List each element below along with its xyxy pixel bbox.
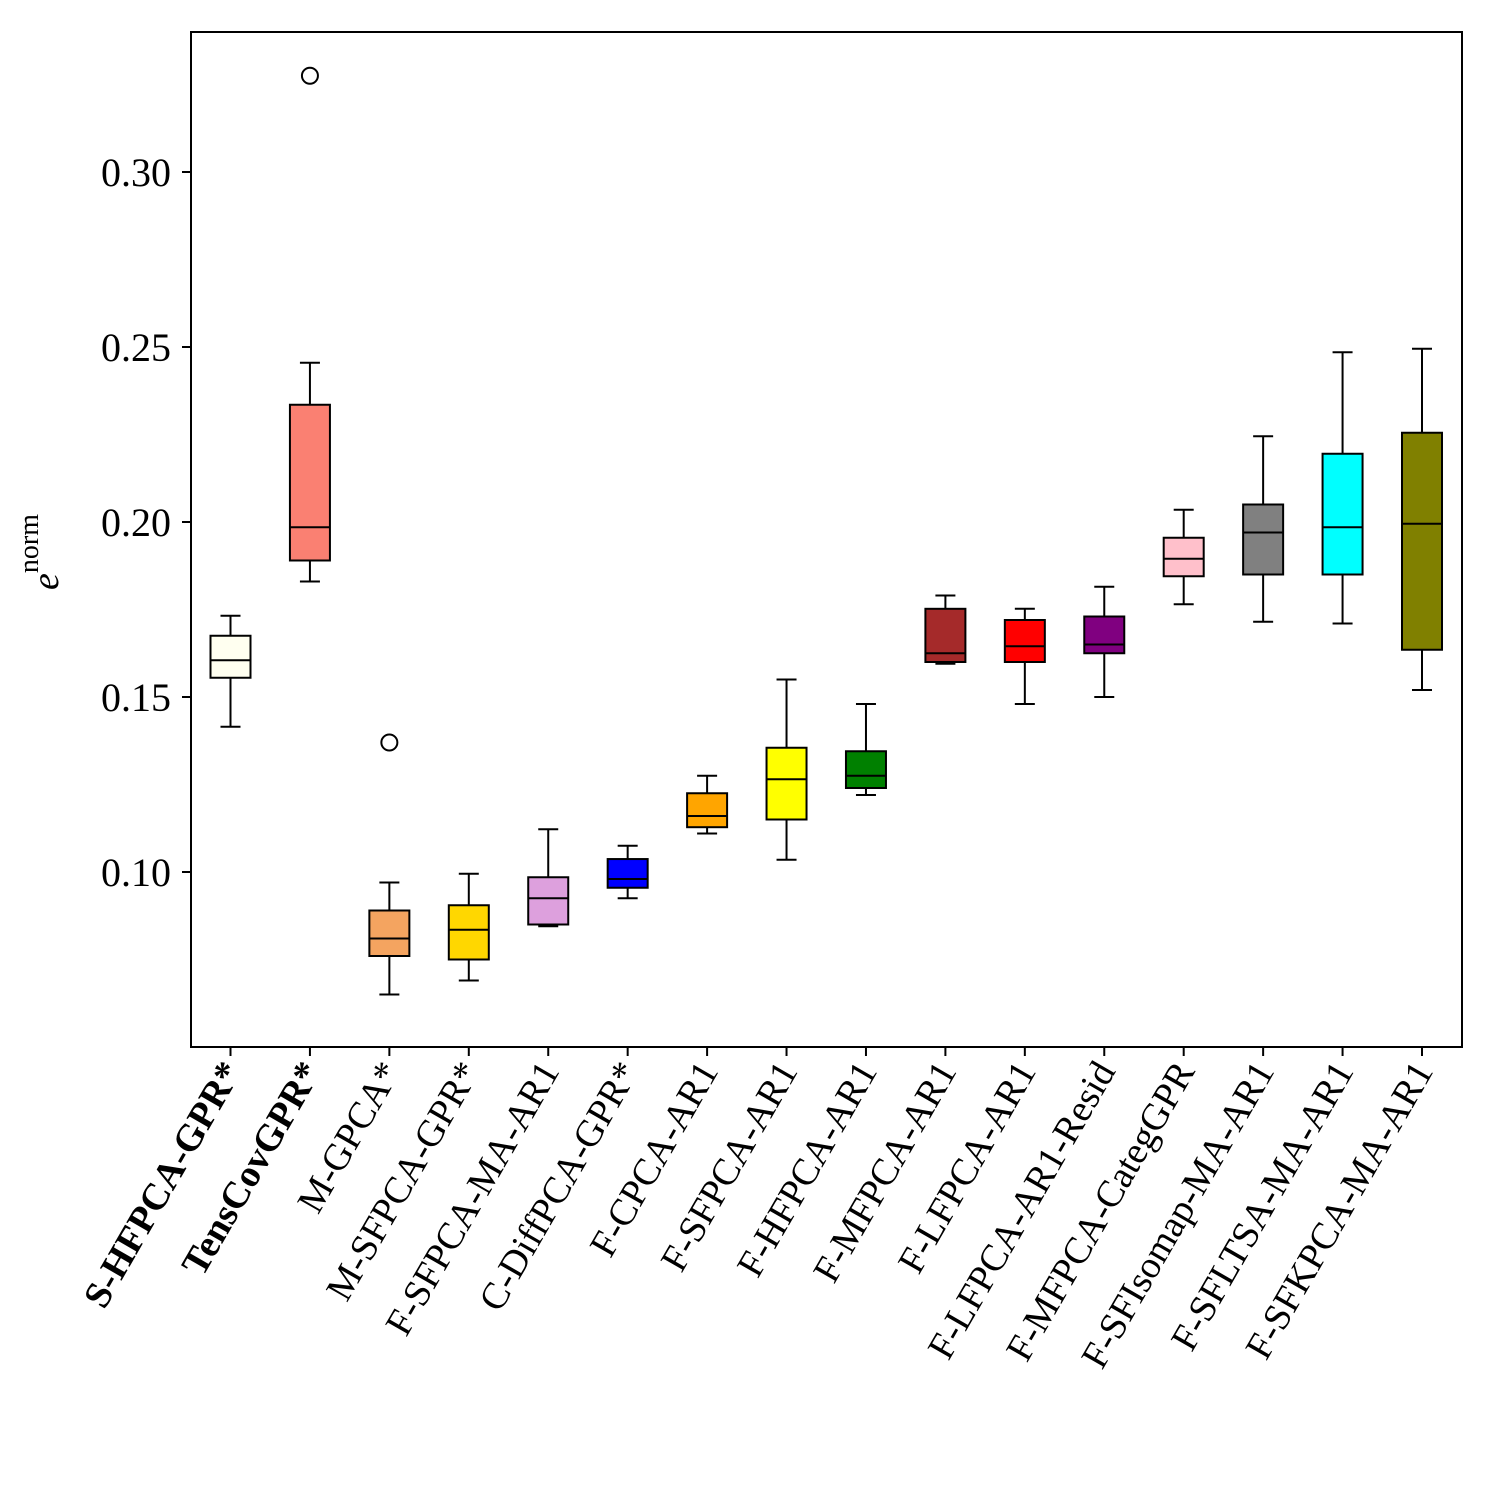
box-body <box>1242 503 1285 576</box>
box-body <box>368 909 411 957</box>
box-body <box>686 792 729 829</box>
box-body <box>1162 536 1205 578</box>
box-f-sfpca-ma-ar1 <box>527 828 570 928</box>
y-tick-layer: 0.10 0.15 0.20 0.25 0.30 <box>101 150 191 895</box>
box-body <box>447 904 490 961</box>
y-tick-label: 0.15 <box>101 675 171 720</box>
box-m-sfpca-gpr- <box>447 872 490 982</box>
box-body <box>1003 619 1046 663</box>
y-tick-label: 0.20 <box>101 500 171 545</box>
box-m-gpca- <box>368 733 411 996</box>
box-f-sfpca-ar1 <box>765 678 808 861</box>
box-f-lfpca-ar1-resid <box>1083 585 1126 698</box>
y-tick-label: 0.30 <box>101 150 171 195</box>
box-f-mfpca-ar1 <box>924 594 967 665</box>
plot-frame <box>190 31 1463 1048</box>
y-tick-label: 0.25 <box>101 325 171 370</box>
box-layer <box>209 66 1443 996</box>
y-tick-label: 0.10 <box>101 850 171 895</box>
y-axis-label: enorm <box>14 514 67 590</box>
box-f-cpca-ar1 <box>686 774 729 835</box>
box-body <box>765 746 808 821</box>
box-body <box>844 750 887 789</box>
box-c-diffpca-gpr- <box>606 844 649 900</box>
box-f-sfkpca-ma-ar1 <box>1401 347 1443 691</box>
box-body <box>527 876 570 926</box>
y-axis-label-base: e <box>25 573 67 590</box>
box-s-hfpca-gpr- <box>209 614 252 728</box>
box-body <box>1321 452 1364 576</box>
box-f-sfisomap-ma-ar1 <box>1242 435 1285 623</box>
box-tenscovgpr- <box>288 66 331 583</box>
box-body <box>288 403 331 562</box>
box-body <box>1401 431 1443 651</box>
box-body <box>209 634 252 679</box>
box-f-sfltsa-ma-ar1 <box>1321 351 1364 625</box>
box-body <box>1083 615 1126 655</box>
box-f-lfpca-ar1 <box>1003 607 1046 705</box>
outlier-point <box>380 733 399 752</box>
outlier-point <box>300 66 319 85</box>
box-f-mfpca-categgpr <box>1162 508 1205 606</box>
box-f-hfpca-ar1 <box>844 703 887 796</box>
box-body <box>606 858 649 889</box>
y-axis-label-superscript: norm <box>14 514 45 573</box>
x-tick-layer: S-HFPCA-GPR*TensCovGPR*M-GPCA*M-SFPCA-GP… <box>76 1047 1442 1375</box>
